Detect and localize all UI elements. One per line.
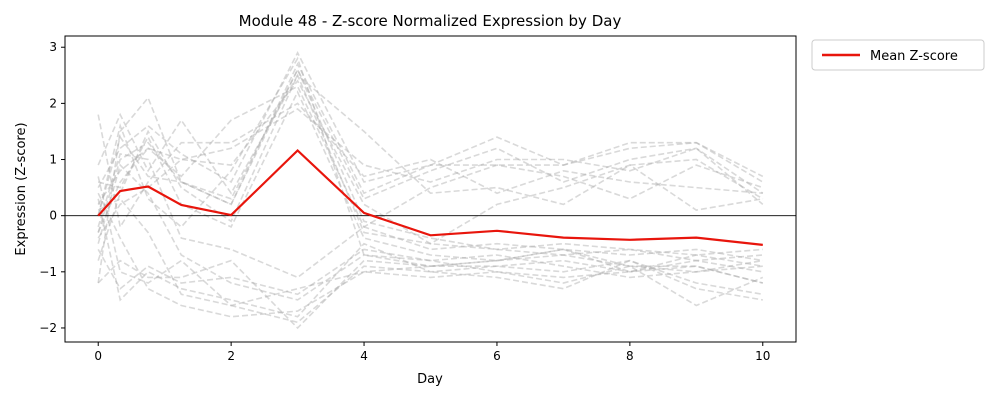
y-axis: −2 −1 0 1 2 3 [39, 40, 65, 335]
gene-line-4 [97, 62, 764, 284]
gene-line-16 [97, 152, 763, 279]
gene-line-10 [97, 73, 763, 262]
gene-lines [97, 51, 764, 330]
plot-area [64, 35, 797, 343]
y-tick-label: 1 [49, 153, 57, 167]
y-tick-label: 3 [49, 40, 57, 54]
x-tick-label: 0 [94, 349, 102, 363]
gene-line-2 [97, 67, 764, 233]
gene-line-17 [97, 176, 763, 307]
gene-line-7 [97, 79, 763, 245]
x-tick-label: 6 [493, 349, 501, 363]
gene-line-18 [97, 163, 763, 301]
y-tick-label: −2 [39, 321, 57, 335]
y-tick-label: −1 [39, 265, 57, 279]
mean-line [97, 148, 763, 246]
legend: Mean Z-score [811, 39, 985, 71]
gene-line-20 [97, 108, 764, 233]
gene-line-11 [97, 198, 763, 318]
x-tick-label: 10 [755, 349, 770, 363]
x-axis-label: Day [417, 372, 443, 387]
legend-frame [811, 39, 985, 71]
x-tick-label: 4 [360, 349, 368, 363]
gene-line-1 [97, 51, 764, 188]
x-axis: 0 2 4 6 8 10 [94, 342, 770, 363]
gene-line-6 [97, 102, 763, 230]
chart-title: Module 48 - Z-score Normalized Expressio… [239, 12, 622, 30]
gene-line-3 [97, 74, 764, 206]
mean-line-group [97, 148, 763, 246]
y-tick-label: 0 [49, 209, 57, 223]
legend-label-mean: Mean Z-score [870, 49, 958, 64]
plot-frame [64, 35, 797, 343]
gene-line-12 [97, 259, 763, 330]
gene-line-5 [97, 85, 764, 229]
x-tick-label: 2 [227, 349, 235, 363]
gene-line-19 [97, 67, 763, 256]
y-axis-label: Expression (Z-score) [14, 122, 29, 255]
x-tick-label: 8 [626, 349, 634, 363]
y-tick-label: 2 [49, 96, 57, 110]
gene-line-15 [97, 197, 763, 324]
gene-line-14 [97, 248, 763, 296]
